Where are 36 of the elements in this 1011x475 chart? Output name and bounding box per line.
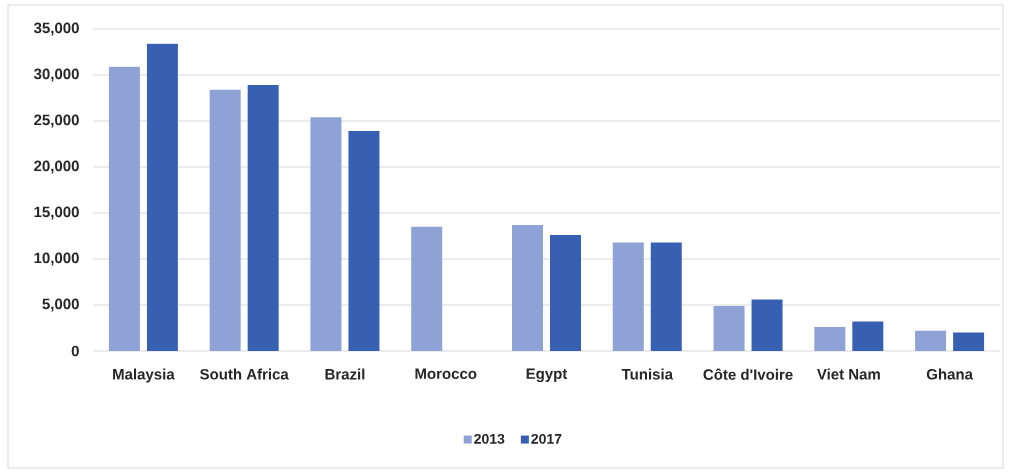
bar [146, 43, 178, 351]
x-tick-label: Côte d'Ivoire [703, 368, 793, 380]
x-tick-label: Egypt [526, 368, 568, 383]
bar [852, 321, 884, 351]
bar [751, 299, 783, 351]
bar [713, 305, 745, 351]
x-tick-label: Tunisia [621, 368, 674, 380]
x-tick-label: Ghana [926, 368, 974, 380]
y-tick-label: 25,000 [34, 114, 79, 128]
legend-label: 2013 [474, 433, 505, 444]
bar [953, 332, 985, 351]
x-tick-label: Malaysia [113, 368, 175, 383]
x-tick-label: Morocco [415, 368, 477, 379]
bar [247, 85, 279, 351]
bar [348, 131, 380, 351]
x-tick-label: Viet Nam [816, 368, 880, 380]
y-tick-label: 30,000 [33, 68, 79, 82]
bar [512, 224, 543, 351]
y-tick-label: 35,000 [33, 22, 79, 36]
bar [108, 66, 140, 351]
bar [550, 235, 581, 351]
bar [814, 327, 846, 351]
y-tick-label: 5,000 [42, 298, 79, 312]
bar [612, 242, 644, 351]
x-tick-label: South Africa [200, 368, 289, 380]
bar [915, 330, 947, 351]
x-tick-label: Brazil [325, 368, 365, 380]
bar [650, 242, 682, 351]
y-tick-label: 10,000 [34, 252, 79, 266]
bar [310, 117, 342, 351]
legend-label: 2017 [531, 433, 562, 444]
y-tick-label: 0 [71, 345, 79, 357]
bar [209, 89, 241, 351]
y-tick-label: 15,000 [34, 206, 79, 220]
y-tick-label: 20,000 [34, 160, 79, 174]
bar [411, 226, 443, 351]
